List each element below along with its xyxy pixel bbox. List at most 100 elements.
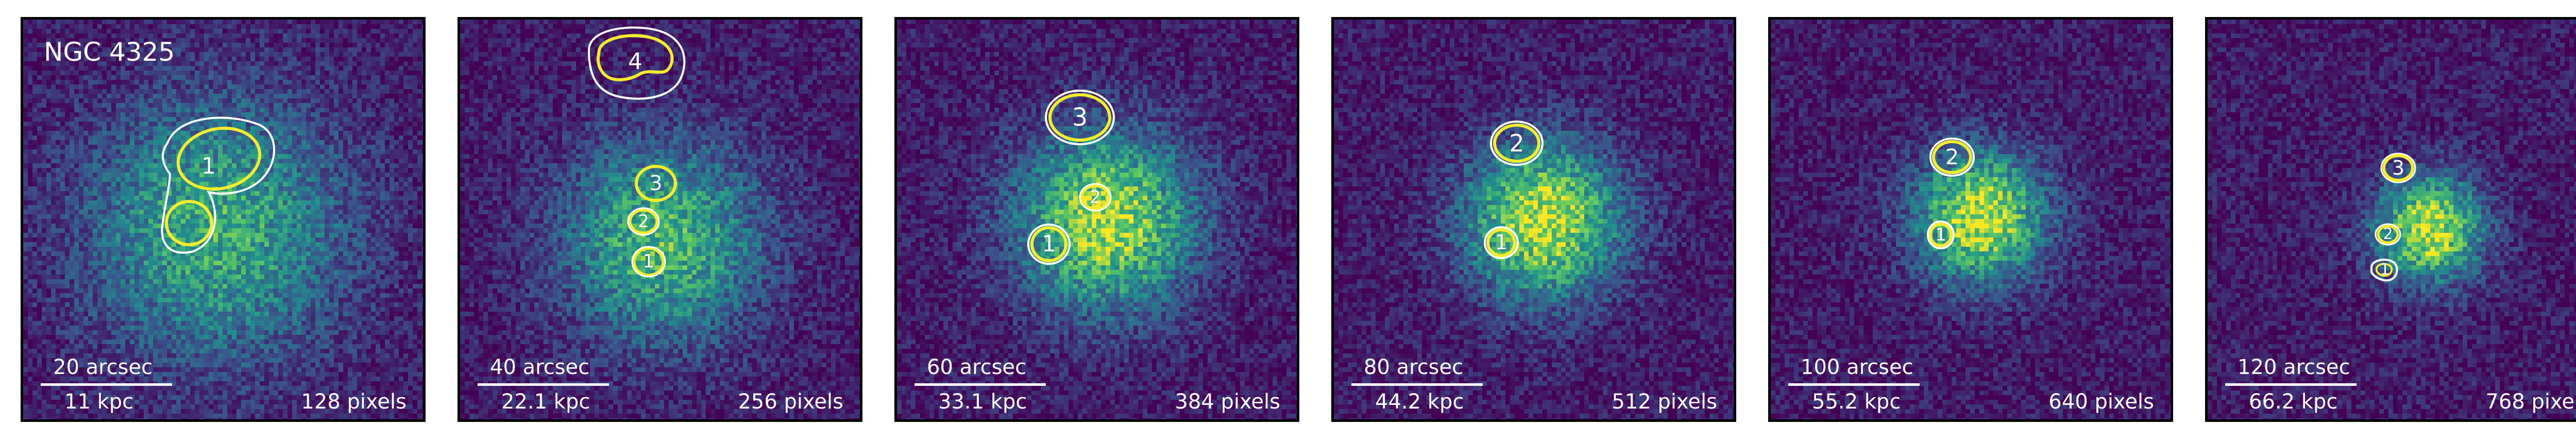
image-pixel xyxy=(306,71,311,76)
image-pixel xyxy=(403,186,409,192)
image-pixel xyxy=(181,89,186,94)
image-pixel xyxy=(130,122,135,127)
image-pixel xyxy=(116,135,121,141)
image-pixel xyxy=(408,108,413,113)
image-pixel xyxy=(42,210,47,215)
image-pixel xyxy=(389,52,395,57)
image-pixel xyxy=(223,149,228,155)
image-pixel xyxy=(264,20,269,25)
image-pixel xyxy=(422,57,423,62)
image-pixel xyxy=(389,117,395,122)
image-pixel xyxy=(79,43,84,48)
image-pixel xyxy=(260,89,265,94)
image-pixel xyxy=(241,108,246,113)
image-pixel xyxy=(399,122,404,127)
image-pixel xyxy=(362,52,367,57)
image-pixel xyxy=(102,89,107,94)
image-pixel xyxy=(408,24,413,29)
image-pixel xyxy=(311,20,316,25)
image-pixel xyxy=(148,219,154,224)
image-pixel xyxy=(144,43,149,48)
image-pixel xyxy=(70,196,75,201)
image-pixel xyxy=(227,145,232,150)
image-pixel xyxy=(417,94,422,99)
image-pixel xyxy=(130,186,135,192)
image-pixel xyxy=(46,135,52,141)
image-pixel xyxy=(70,33,75,39)
image-pixel xyxy=(195,47,200,53)
image-pixel xyxy=(389,135,395,141)
image-pixel xyxy=(334,43,339,48)
image-pixel xyxy=(264,98,269,104)
image-pixel xyxy=(74,98,79,104)
image-pixel xyxy=(102,210,107,215)
image-pixel xyxy=(283,24,288,29)
image-pixel xyxy=(338,135,344,141)
image-pixel xyxy=(51,47,56,53)
image-pixel xyxy=(227,135,232,141)
image-pixel xyxy=(144,112,149,117)
image-pixel xyxy=(181,159,186,164)
image-pixel xyxy=(320,191,325,196)
image-pixel xyxy=(315,131,320,136)
image-pixel xyxy=(366,29,371,34)
image-pixel xyxy=(176,219,181,224)
image-pixel xyxy=(287,168,293,173)
image-pixel xyxy=(23,182,28,187)
image-pixel xyxy=(306,186,311,192)
image-pixel xyxy=(181,33,186,39)
image-pixel xyxy=(42,177,47,182)
image-pixel xyxy=(218,163,223,168)
image-pixel xyxy=(97,182,103,187)
image-pixel xyxy=(209,135,214,141)
image-pixel xyxy=(348,24,353,29)
image-pixel xyxy=(352,122,358,127)
image-pixel xyxy=(51,200,56,206)
image-pixel xyxy=(297,33,302,39)
image-pixel xyxy=(385,177,390,182)
image-pixel xyxy=(274,163,279,168)
image-pixel xyxy=(199,103,205,108)
image-pixel xyxy=(139,66,144,71)
image-pixel xyxy=(389,84,395,90)
image-pixel xyxy=(181,47,186,53)
image-pixel xyxy=(56,94,61,99)
image-pixel xyxy=(139,219,144,224)
image-pixel xyxy=(403,168,409,173)
image-pixel xyxy=(403,214,409,219)
image-pixel xyxy=(236,145,242,150)
image-pixel xyxy=(352,94,358,99)
image-pixel xyxy=(292,122,297,127)
image-pixel xyxy=(46,186,52,192)
image-pixel xyxy=(287,117,293,122)
image-pixel xyxy=(232,61,237,66)
image-pixel xyxy=(338,84,344,90)
image-pixel xyxy=(250,154,256,159)
image-pixel xyxy=(343,131,348,136)
image-pixel xyxy=(376,149,381,155)
image-pixel xyxy=(357,145,362,150)
image-pixel xyxy=(134,80,140,85)
image-pixel xyxy=(158,154,163,159)
image-pixel xyxy=(204,140,209,145)
image-pixel xyxy=(158,140,163,145)
image-pixel xyxy=(260,94,265,99)
image-pixel xyxy=(385,182,390,187)
image-pixel xyxy=(334,186,339,192)
image-pixel xyxy=(111,200,116,206)
image-pixel xyxy=(102,145,107,150)
image-pixel xyxy=(23,186,28,192)
image-pixel xyxy=(153,66,158,71)
image-pixel xyxy=(130,163,135,168)
image-pixel xyxy=(366,57,371,62)
image-pixel xyxy=(380,126,385,131)
image-pixel xyxy=(417,186,422,192)
image-pixel xyxy=(320,214,325,219)
image-pixel xyxy=(125,186,130,192)
image-pixel xyxy=(70,47,75,53)
image-pixel xyxy=(362,33,367,39)
image-pixel xyxy=(376,191,381,196)
image-pixel xyxy=(46,71,52,76)
image-pixel xyxy=(352,20,358,25)
image-pixel xyxy=(292,219,297,224)
